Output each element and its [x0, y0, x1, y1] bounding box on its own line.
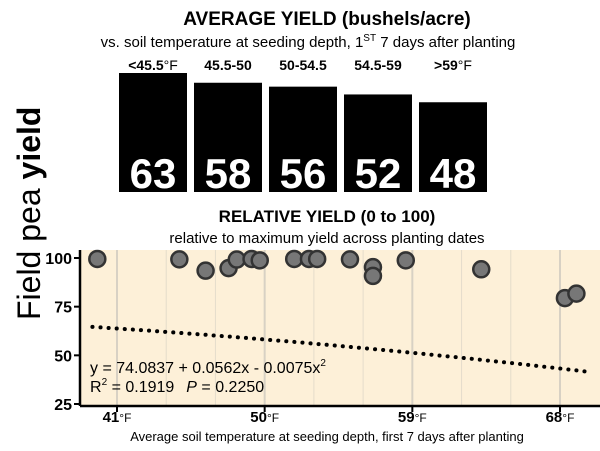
- bar: [269, 86, 337, 192]
- bar-category-label: 50-54.5: [279, 57, 327, 73]
- regression-equation: y = 74.0837 + 0.0562x - 0.0075x2: [90, 358, 326, 377]
- data-point: [307, 249, 327, 269]
- data-point: [340, 250, 360, 269]
- y-tick-label: 50: [54, 348, 72, 365]
- scatter-points: [88, 249, 586, 308]
- x-tick-label: 50°F: [250, 409, 279, 426]
- y-tick-label: 25: [54, 397, 72, 414]
- x-axis-label: Average soil temperature at seeding dept…: [130, 429, 524, 444]
- bar-category-label: 45.5-50: [204, 57, 252, 73]
- bar: [419, 102, 487, 192]
- bar-category-label: 54.5-59: [354, 57, 402, 73]
- bar-value-label: 52: [355, 150, 402, 197]
- trend-line: [90, 324, 587, 374]
- bar: [194, 82, 262, 192]
- scatter-chart-subtitle: relative to maximum yield across plantin…: [169, 230, 484, 247]
- data-point: [196, 261, 215, 280]
- data-point: [88, 249, 107, 269]
- bar-value-label: 56: [280, 150, 327, 197]
- bar-value-label: 48: [430, 150, 477, 197]
- bar-chart-subtitle: vs. soil temperature at seeding depth, 1…: [101, 33, 516, 51]
- bar-chart-title: AVERAGE YIELD (bushels/acre): [183, 9, 471, 30]
- data-point: [396, 251, 416, 270]
- data-point: [363, 266, 383, 286]
- bar-category-label: >59°F: [434, 57, 472, 73]
- x-tick-label: 41°F: [103, 409, 132, 426]
- data-point: [471, 260, 491, 279]
- y-tick-label: 75: [54, 300, 72, 317]
- bar-value-label: 58: [205, 150, 252, 197]
- data-point: [567, 284, 586, 303]
- x-tick-labels: 41°F 50°F 59°F 68°F: [103, 406, 575, 426]
- bar: [344, 94, 412, 192]
- y-tick-labels: 100 75 50 25: [45, 251, 80, 414]
- scatter-chart-title: RELATIVE YIELD (0 to 100): [219, 207, 436, 226]
- regression-stats: R2 = 0.1919 P = 0.2250: [90, 377, 264, 396]
- y-tick-label: 100: [45, 251, 72, 268]
- bar-category-label: <45.5°F: [128, 57, 178, 73]
- bar-value-label: 63: [130, 150, 177, 197]
- data-point: [250, 251, 269, 270]
- side-label: Field pea yield: [11, 107, 47, 320]
- bar: [119, 73, 187, 192]
- x-tick-label: 59°F: [398, 409, 427, 426]
- bar-group: 63 <45.5°F 58 45.5-50 56 50-54.5 52 54.5-59 48 >5…: [119, 57, 487, 197]
- data-point: [170, 250, 189, 269]
- x-tick-label: 68°F: [546, 409, 575, 426]
